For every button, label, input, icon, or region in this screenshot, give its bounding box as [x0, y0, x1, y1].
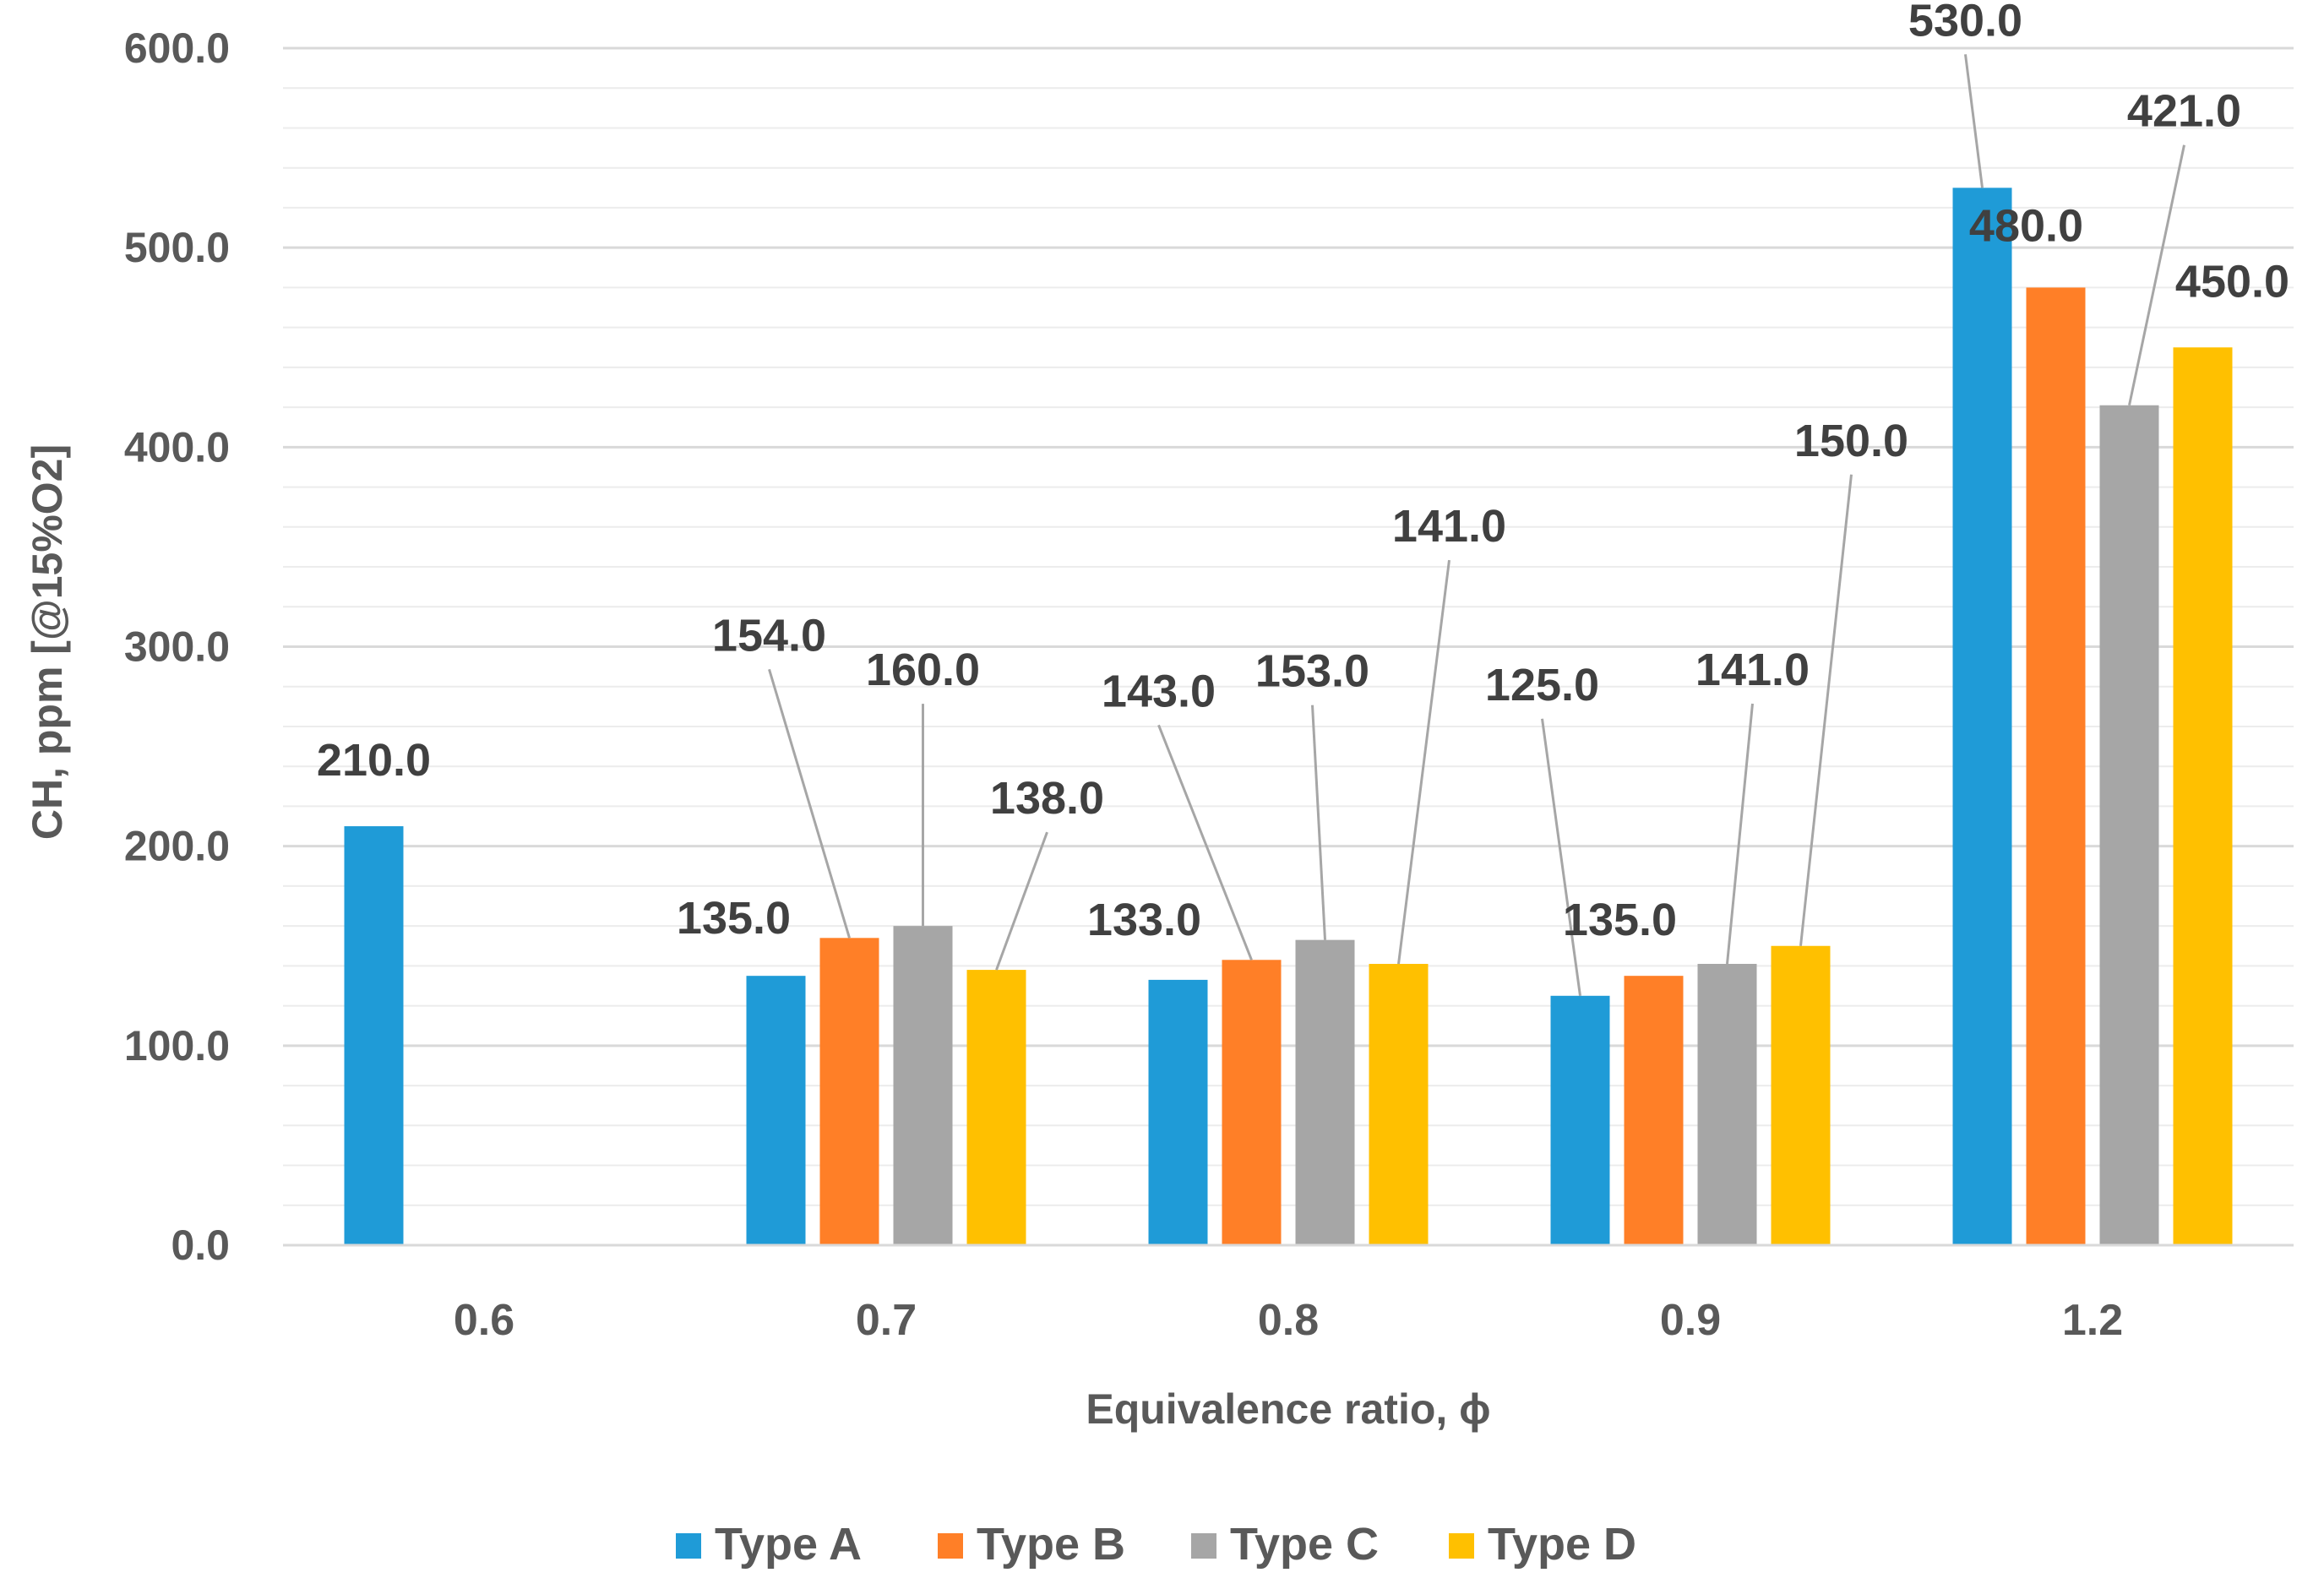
data-label: 421.0 [2127, 86, 2241, 137]
x-tick-label: 0.9 [1660, 1296, 1721, 1345]
leader-line [1726, 703, 1754, 965]
leader-line [1964, 54, 1984, 188]
leader-line [1397, 559, 1450, 965]
y-tick-label: 300.0 [124, 623, 230, 671]
data-label: 210.0 [317, 735, 431, 786]
legend-label-type-c: Type C [1230, 1519, 1379, 1570]
y-tick-label: 500.0 [124, 224, 230, 271]
legend-swatch-type-d [1449, 1533, 1474, 1559]
x-tick-label: 0.7 [856, 1296, 917, 1345]
y-axis-title: CH, ppm [@15%O2] [24, 444, 71, 840]
bar-type-b-1.2 [2026, 287, 2086, 1245]
leader-line [1311, 705, 1326, 940]
y-tick-label: 0.0 [171, 1222, 230, 1269]
data-label: 138.0 [990, 773, 1104, 824]
leader-line [768, 668, 851, 939]
data-label: 133.0 [1087, 895, 1201, 945]
y-tick-label: 600.0 [124, 24, 230, 72]
legend-label-type-b: Type B [977, 1519, 1125, 1570]
bars [344, 188, 2233, 1246]
bar-type-a-0.9 [1550, 995, 1610, 1245]
label-leader-lines [768, 54, 2185, 996]
data-label: 150.0 [1794, 416, 1908, 466]
data-labels: 210.0 135.0 133.0 125.0 530.0 154.0 143.0 135.0… [317, 0, 2289, 945]
bar-type-c-0.8 [1295, 939, 1355, 1245]
bar-type-b-0.7 [819, 938, 879, 1245]
legend-swatch-type-c [1191, 1533, 1216, 1559]
legend-swatch-type-a [676, 1533, 701, 1559]
data-label: 135.0 [677, 893, 791, 944]
bar-type-a-0.8 [1148, 979, 1208, 1245]
x-tick-label: 0.6 [454, 1296, 514, 1345]
data-label: 153.0 [1255, 646, 1369, 697]
leader-line [1799, 474, 1853, 946]
bar-type-d-0.9 [1771, 945, 1831, 1245]
bar-type-c-0.9 [1697, 964, 1757, 1245]
x-axis-title: Equivalence ratio, ϕ [1086, 1385, 1490, 1433]
y-tick-label: 100.0 [124, 1022, 230, 1069]
bar-type-b-0.8 [1222, 960, 1282, 1245]
bar-type-d-0.7 [966, 970, 1026, 1245]
leader-line [1157, 724, 1253, 960]
data-label: 143.0 [1102, 666, 1216, 716]
leader-line [1541, 718, 1581, 996]
bar-type-d-0.8 [1369, 964, 1429, 1245]
x-axis-ticks: 0.6 0.7 0.8 0.9 1.2 [454, 1296, 2123, 1345]
x-tick-label: 0.8 [1258, 1296, 1319, 1345]
y-axis-ticks: 0.0 100.0 200.0 300.0 400.0 500.0 600.0 [124, 24, 230, 1269]
legend: Type A Type B Type C Type D [676, 1519, 1636, 1570]
y-tick-label: 400.0 [124, 423, 230, 471]
bar-type-a-0.7 [746, 976, 806, 1245]
data-label: 450.0 [2175, 256, 2289, 307]
x-tick-label: 1.2 [2062, 1296, 2123, 1345]
legend-label-type-d: Type D [1488, 1519, 1636, 1570]
data-label: 125.0 [1485, 660, 1599, 710]
data-label: 530.0 [1908, 0, 2022, 46]
bar-type-c-0.7 [893, 926, 953, 1245]
legend-swatch-type-b [938, 1533, 963, 1559]
leader-line [995, 831, 1048, 971]
legend-label-type-a: Type A [715, 1519, 862, 1570]
bar-type-b-0.9 [1624, 976, 1684, 1245]
data-label: 141.0 [1392, 501, 1506, 552]
data-label: 480.0 [1969, 200, 2083, 251]
y-tick-label: 200.0 [124, 823, 230, 870]
bar-type-c-1.2 [2099, 405, 2159, 1245]
data-label: 154.0 [712, 610, 826, 661]
data-label: 135.0 [1563, 895, 1677, 945]
bar-type-a-1.2 [1952, 188, 2012, 1246]
bar-type-a-0.6 [344, 826, 404, 1245]
data-label: 141.0 [1695, 645, 1810, 695]
data-label: 160.0 [866, 645, 980, 695]
leader-line [2128, 144, 2185, 406]
bar-type-d-1.2 [2173, 347, 2233, 1245]
